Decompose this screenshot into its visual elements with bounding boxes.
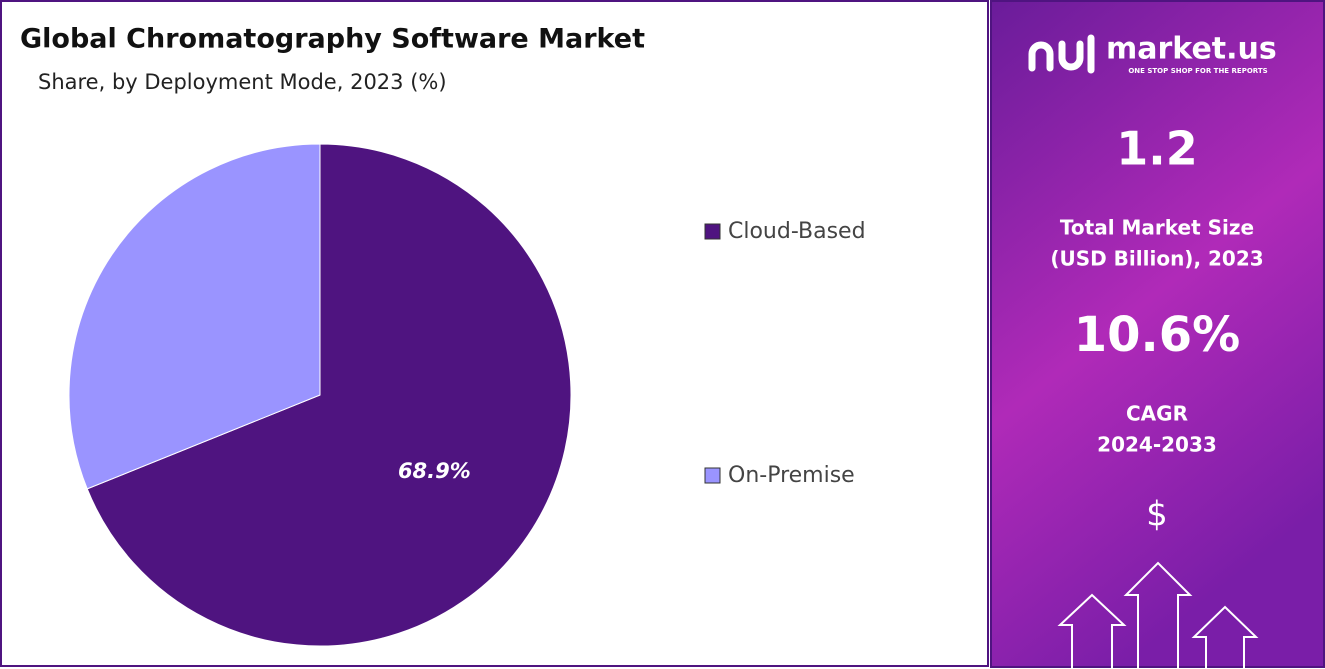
cagr-label: 2024-2033 xyxy=(1097,433,1217,457)
cagr: 10.6% xyxy=(1074,307,1241,363)
chart-title: Global Chromatography Software Market xyxy=(20,24,645,55)
side-panel xyxy=(990,0,1325,668)
legend-swatch xyxy=(704,467,721,484)
pie-slice xyxy=(68,143,321,490)
pie: 68.9% xyxy=(68,143,572,647)
arrow xyxy=(1191,605,1259,669)
legend-label: Cloud-Based xyxy=(728,219,866,244)
legend: Cloud-Based On-Premise xyxy=(704,219,866,488)
logo xyxy=(1028,34,1095,74)
pie-slice xyxy=(86,143,572,647)
logo-text: market.us xyxy=(1106,32,1277,67)
logo-icon xyxy=(1028,41,1054,72)
arrows-decoration xyxy=(1057,561,1259,669)
market-size-label: (USD Billion), 2023 xyxy=(1050,247,1263,271)
logo-tagline: ONE STOP SHOP FOR THE REPORTS xyxy=(1128,67,1267,75)
legend-label: On-Premise xyxy=(728,463,855,488)
legend-swatch xyxy=(704,223,721,240)
cagr-label: CAGR xyxy=(1126,402,1188,426)
market-size: 1.2 xyxy=(1116,122,1198,176)
market-size-label: Total Market Size xyxy=(1060,216,1254,240)
currency-icon: $ xyxy=(1146,495,1168,535)
chart-subtitle: Share, by Deployment Mode, 2023 (%) xyxy=(38,70,447,94)
arrow xyxy=(1123,561,1193,669)
data-label: 68.9% xyxy=(398,459,471,483)
arrow xyxy=(1057,593,1127,669)
logo-icon xyxy=(1058,40,1084,71)
